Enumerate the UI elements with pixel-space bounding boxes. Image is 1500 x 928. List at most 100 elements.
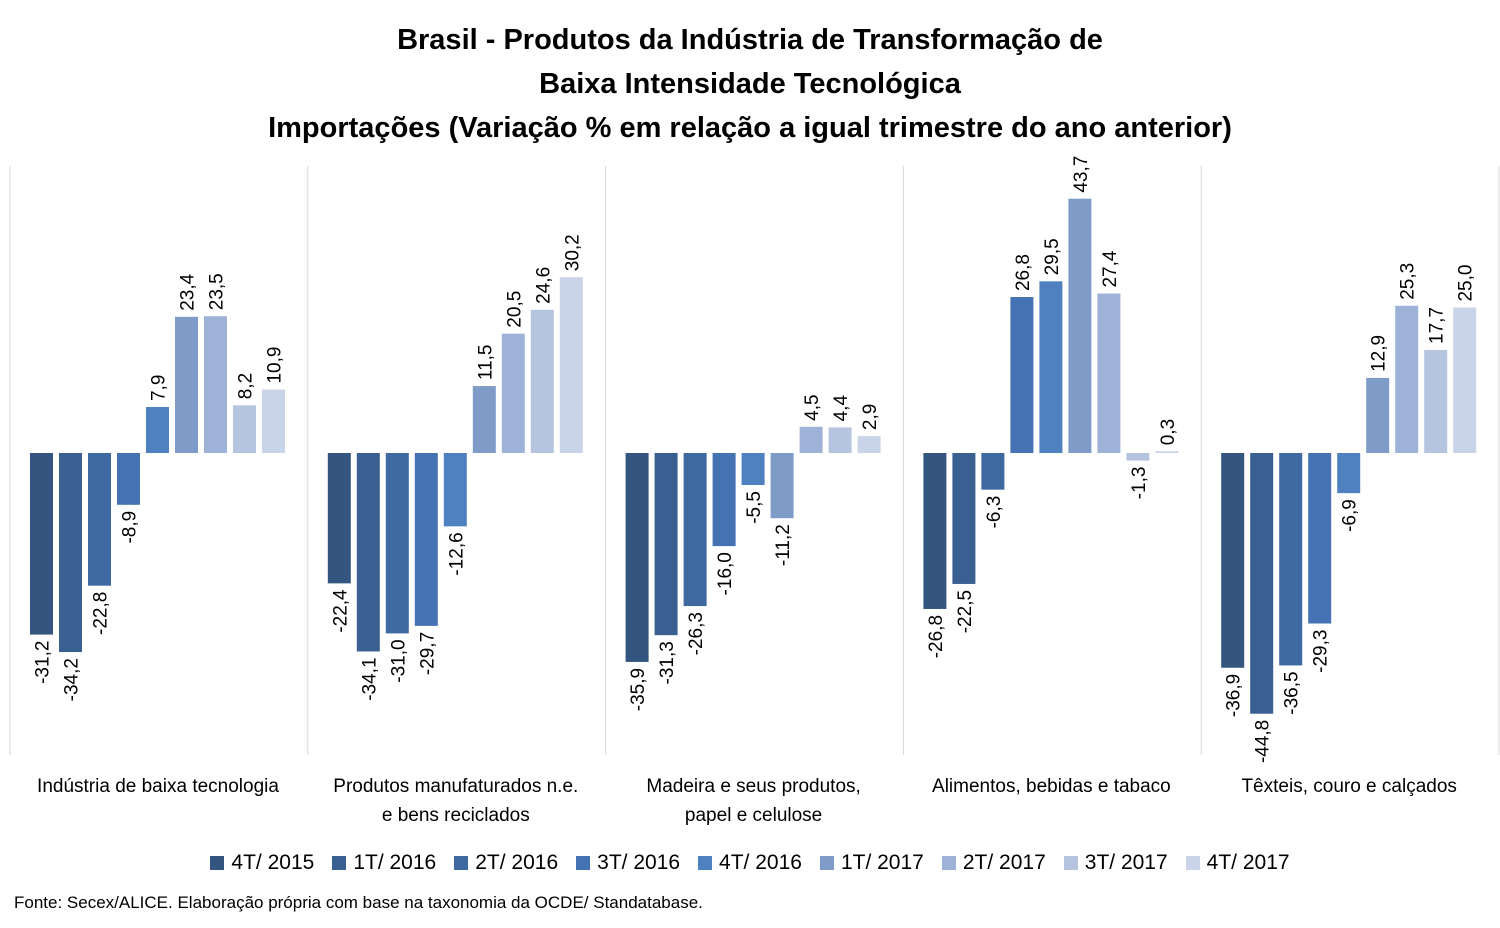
bar <box>1250 453 1274 714</box>
data-label: -29,3 <box>1311 630 1332 673</box>
chart-title-line-1: Brasil - Produtos da Indústria de Transf… <box>397 24 1103 56</box>
data-label: 24,6 <box>533 267 554 304</box>
data-label: 2,9 <box>860 404 881 430</box>
data-label: 20,5 <box>504 291 525 328</box>
data-label: -36,5 <box>1282 671 1303 714</box>
legend-swatch <box>210 856 225 870</box>
bar <box>385 453 409 634</box>
bar <box>414 453 438 626</box>
legend-swatch <box>1185 856 1200 870</box>
data-label: -22,8 <box>91 592 112 635</box>
bar <box>1308 453 1332 624</box>
legend-item: 4T/ 2016 <box>698 851 802 875</box>
bar <box>1453 307 1477 453</box>
bar <box>741 453 765 486</box>
bar <box>472 386 496 453</box>
legend-swatch <box>1063 856 1078 870</box>
legend-item: 2T/ 2017 <box>941 851 1046 875</box>
data-label: -35,9 <box>628 668 649 711</box>
bar <box>625 453 649 662</box>
bar <box>88 453 111 586</box>
data-label: -34,1 <box>359 657 380 700</box>
chart-title-line-2: Baixa Intensidade Tecnológica <box>539 68 961 100</box>
bar <box>175 316 198 453</box>
legend-item: 2T/ 2016 <box>454 851 558 875</box>
legend-label: 2T/ 2016 <box>475 851 559 874</box>
legend-item: 4T/ 2015 <box>210 851 314 875</box>
source-note: Fonte: Secex/ALICE. Elaboração própria c… <box>14 893 703 912</box>
bar <box>1337 453 1361 494</box>
data-label: -22,4 <box>330 589 351 633</box>
category-label-line: papel e celulose <box>684 805 823 826</box>
legend-item: 4T/ 2017 <box>1185 851 1290 875</box>
legend-label: 1T/ 2016 <box>353 851 437 874</box>
bar <box>683 453 707 607</box>
legend-swatch <box>454 856 469 870</box>
legend-swatch <box>819 856 834 870</box>
category-label-line: Produtos manufaturados n.e. <box>333 776 579 797</box>
category-label: Têxteis, couro e calçados <box>1201 772 1497 801</box>
bar <box>1279 453 1303 666</box>
data-label: -31,2 <box>33 641 54 684</box>
bar <box>857 436 881 453</box>
category-label: Alimentos, bebidas e tabaco <box>903 772 1199 801</box>
bar <box>799 426 823 453</box>
bar <box>1126 453 1150 461</box>
legend-item: 3T/ 2017 <box>1063 851 1168 875</box>
bar <box>654 453 678 636</box>
data-label: -6,9 <box>1340 499 1361 532</box>
bar <box>559 277 583 453</box>
legend-swatch <box>576 856 591 870</box>
legend-label: 2T/ 2017 <box>962 851 1046 874</box>
data-label: 4,5 <box>802 394 823 420</box>
data-label: -8,9 <box>120 511 141 544</box>
data-label: 25,0 <box>1456 265 1477 302</box>
legend-item: 1T/ 2016 <box>332 851 436 875</box>
legend-swatch <box>941 856 956 870</box>
category-label-line: Madeira e seus produtos, <box>646 776 861 797</box>
bar <box>712 453 736 547</box>
data-label: 12,9 <box>1369 335 1390 372</box>
bar <box>923 453 947 609</box>
category-label: Produtos manufaturados n.e. e bens recicl… <box>308 772 604 830</box>
data-label: -36,9 <box>1224 674 1245 717</box>
bar <box>30 453 53 635</box>
category-label: Indústria de baixa tecnologia <box>10 772 306 801</box>
bar <box>952 453 976 584</box>
bar <box>59 453 82 653</box>
bar <box>1395 305 1419 453</box>
data-label: -31,3 <box>657 641 678 684</box>
data-label: 11,5 <box>475 344 496 380</box>
bar <box>1039 281 1063 453</box>
data-label: 8,2 <box>236 373 257 399</box>
bar <box>828 427 852 453</box>
bar <box>1221 453 1245 668</box>
category-label-line: Indústria de baixa tecnologia <box>37 776 279 797</box>
data-label: 7,9 <box>149 375 170 401</box>
bar <box>204 316 227 453</box>
bar <box>770 453 794 519</box>
data-label: -44,8 <box>1253 720 1274 763</box>
bar <box>327 453 351 584</box>
bar <box>117 453 140 505</box>
data-label: -22,5 <box>955 590 976 633</box>
data-label: 26,8 <box>1013 254 1034 291</box>
legend-swatch <box>332 856 347 870</box>
category-label-line: e bens reciclados <box>381 805 530 826</box>
legend-label: 4T/ 2015 <box>231 851 315 874</box>
legend: 4T/ 2015 1T/ 2016 2T/ 2016 3T/ 2016 4T/ 2016… <box>0 846 1500 880</box>
data-label: -29,7 <box>417 632 438 675</box>
legend-item: 3T/ 2016 <box>576 851 680 875</box>
data-label: -31,0 <box>388 639 409 682</box>
chart-title-line-3: Importações (Variação % em relação a igu… <box>268 112 1232 144</box>
bar <box>981 453 1005 490</box>
data-label: -34,2 <box>62 658 83 701</box>
bar <box>501 333 525 453</box>
legend-label: 4T/ 2016 <box>719 851 802 874</box>
bar <box>146 407 169 453</box>
chart-title: Brasil - Produtos da Indústria de Transf… <box>0 18 1500 150</box>
bar <box>1097 293 1121 453</box>
data-label: -6,3 <box>984 496 1005 529</box>
data-label: 10,9 <box>265 347 286 384</box>
